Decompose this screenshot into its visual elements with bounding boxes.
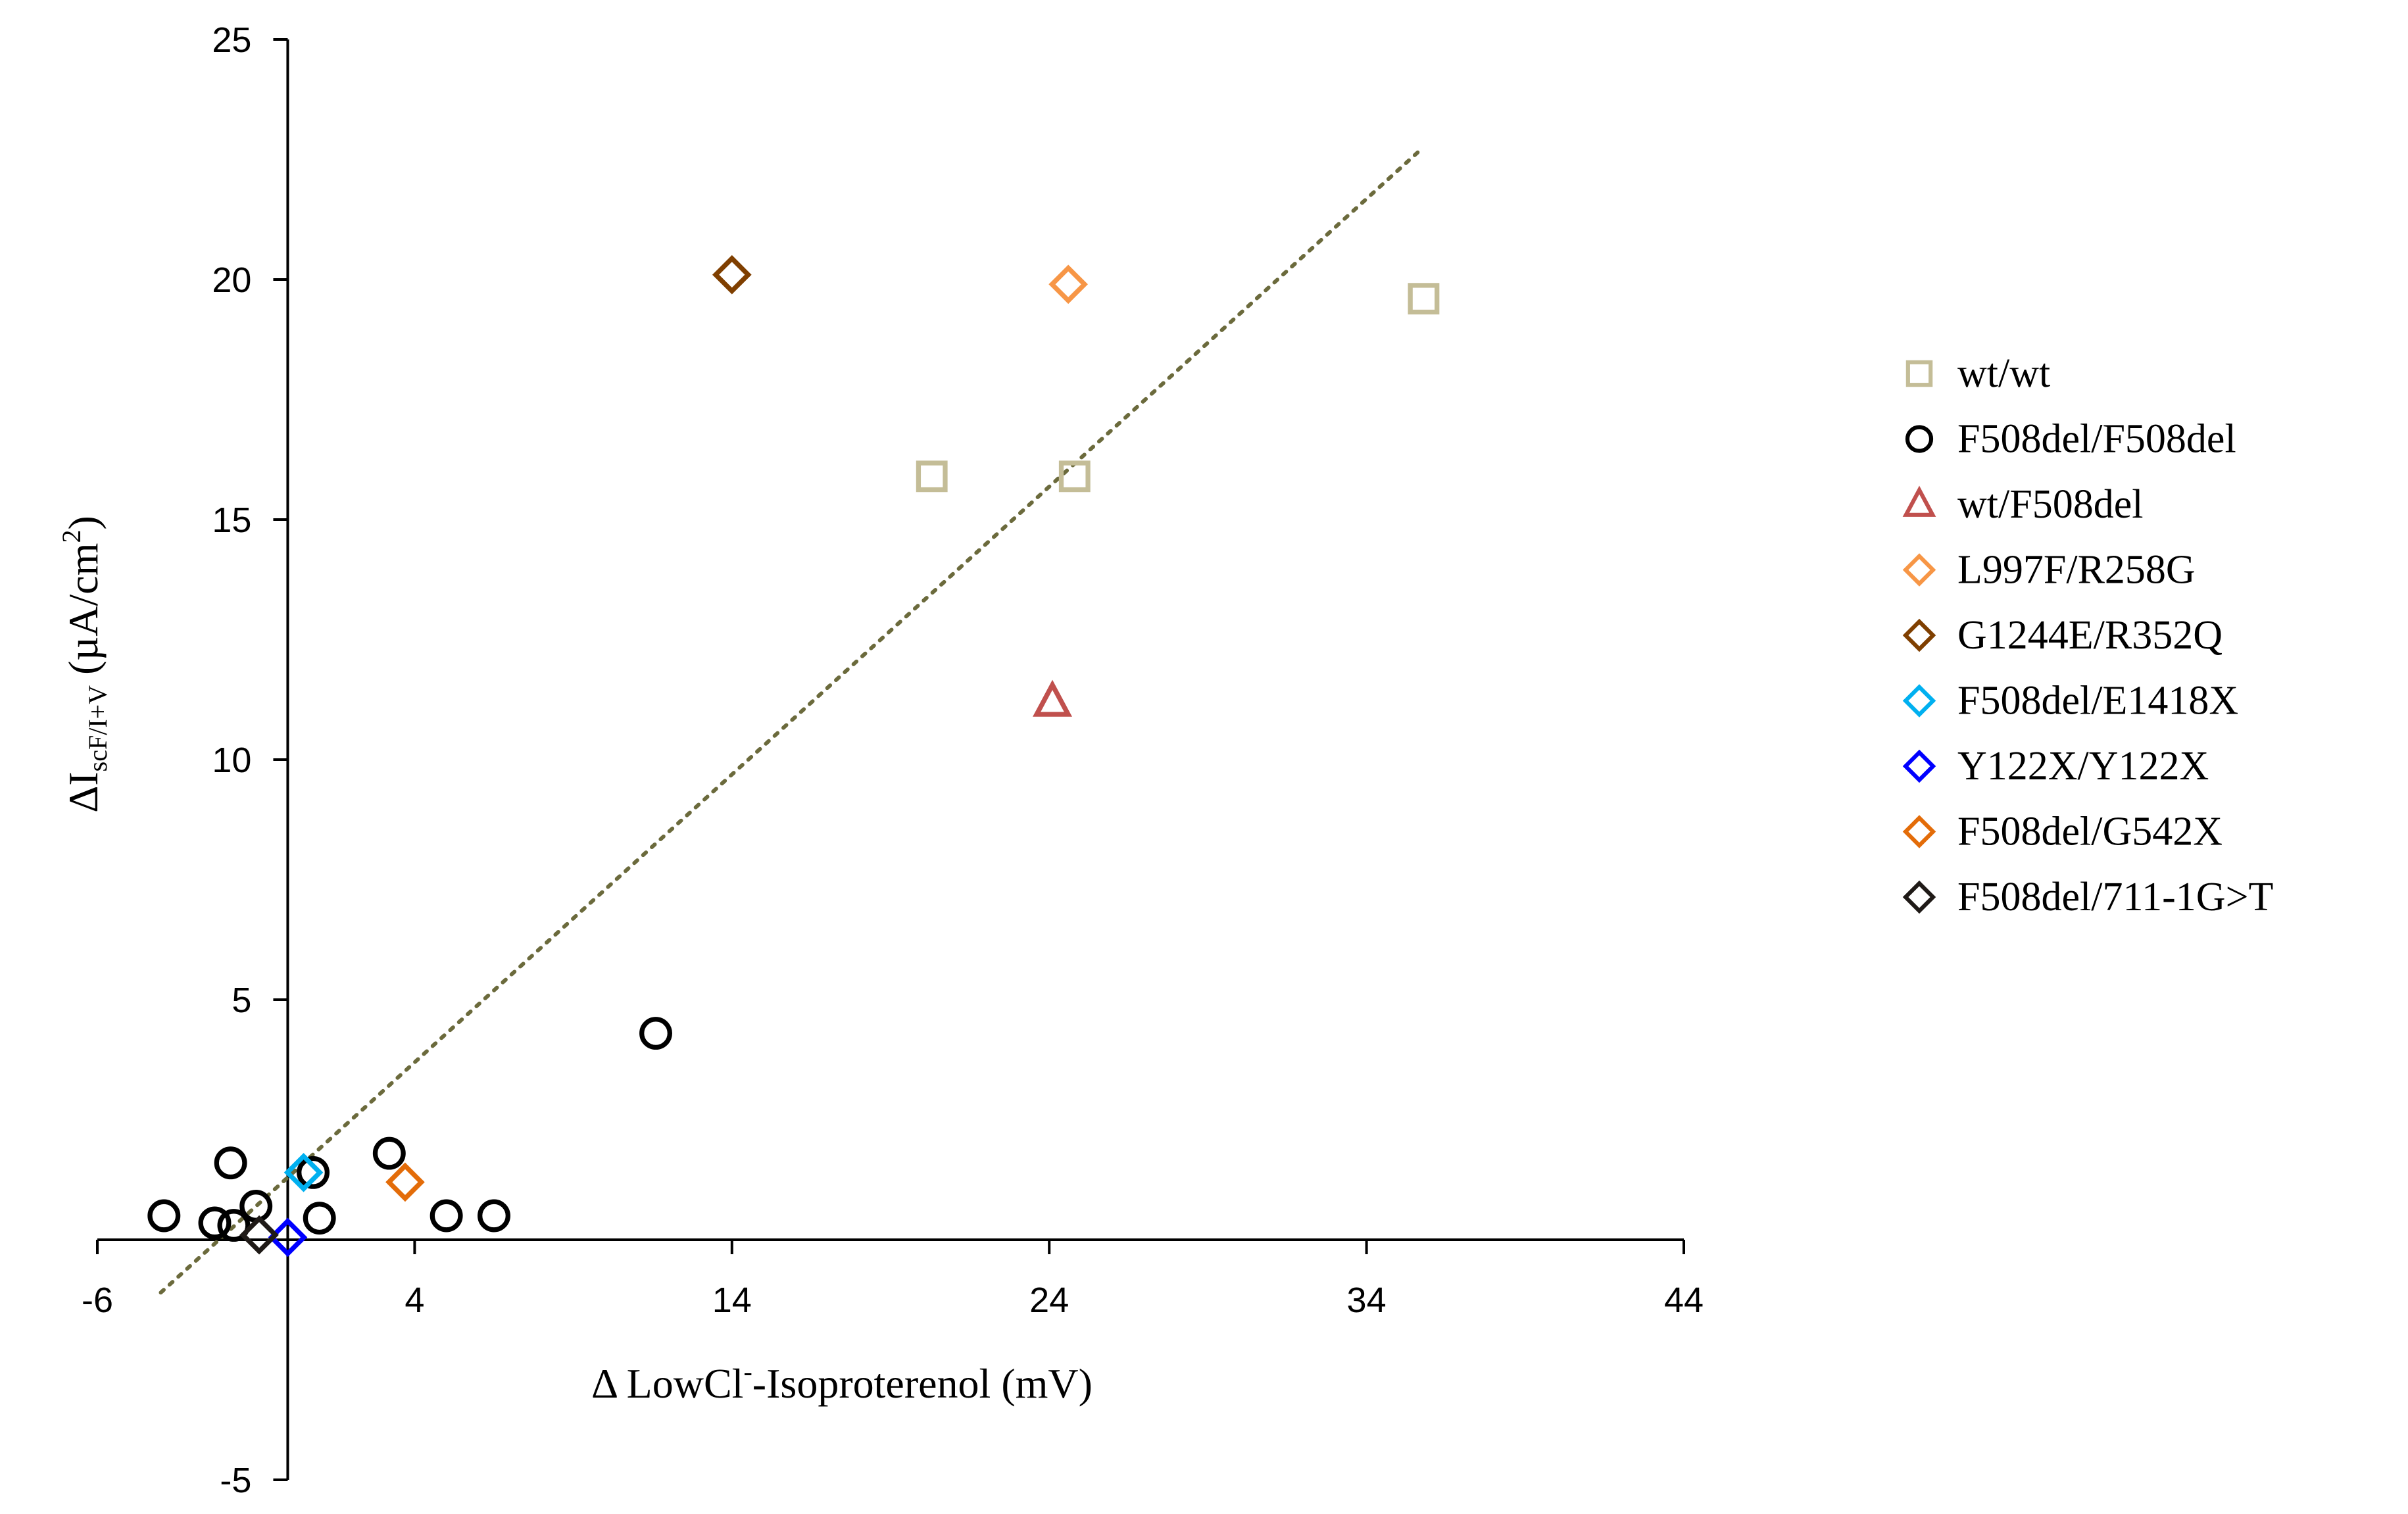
x-tick-label: 44 xyxy=(1664,1281,1704,1320)
data-points xyxy=(147,255,1440,1258)
data-point xyxy=(385,1162,425,1202)
x-tick-label: -6 xyxy=(82,1281,113,1320)
data-point xyxy=(303,1202,336,1235)
legend-label: L997F/R258G xyxy=(1957,548,2196,593)
legend-marker xyxy=(1905,425,1934,453)
legend: wt/wt F508del/F508del wt/F508del L997F/R258… xyxy=(1902,351,2273,919)
legend-marker xyxy=(1902,880,1936,914)
data-point xyxy=(478,1199,510,1233)
axes: -6 4 14 24 34 44 -5 5 10 15 20 25 xyxy=(82,20,1704,1500)
legend-label: F508del/G542X xyxy=(1957,810,2223,854)
data-point xyxy=(214,1146,247,1180)
y-tick-label: -5 xyxy=(220,1461,251,1500)
data-point xyxy=(372,1136,406,1170)
data-point xyxy=(268,1217,308,1258)
data-point xyxy=(430,1199,463,1233)
legend-marker xyxy=(1902,618,1936,652)
data-point xyxy=(147,1199,181,1233)
y-tick-label: 25 xyxy=(212,20,251,60)
data-point xyxy=(712,255,752,295)
data-point xyxy=(1033,679,1073,717)
legend-label: Y122X/Y122X xyxy=(1957,744,2209,789)
legend-label: wt/F508del xyxy=(1957,482,2143,527)
data-point xyxy=(217,1209,251,1242)
data-point xyxy=(1408,283,1440,315)
data-point xyxy=(916,460,948,493)
y-tick-label: 5 xyxy=(232,981,251,1020)
legend-label: F508del/E1418X xyxy=(1957,679,2238,723)
x-tick-label: 14 xyxy=(712,1281,752,1320)
data-point xyxy=(239,1215,279,1255)
data-point xyxy=(1048,264,1088,305)
legend-label: F508del/F508del xyxy=(1957,417,2236,462)
legend-label: F508del/711-1G>T xyxy=(1957,875,2273,919)
data-point xyxy=(1058,460,1091,493)
data-point xyxy=(283,1152,324,1192)
x-axis-title: Δ LowCl--Isoproterenol (mV) xyxy=(591,1357,1093,1407)
legend-marker xyxy=(1902,815,1936,848)
legend-marker xyxy=(1902,684,1936,718)
data-point xyxy=(198,1206,232,1240)
x-tick-label: 4 xyxy=(405,1281,424,1320)
y-tick-label: 15 xyxy=(212,501,251,540)
x-tick-label: 24 xyxy=(1029,1281,1069,1320)
legend-marker xyxy=(1902,749,1936,783)
legend-marker xyxy=(1902,485,1936,517)
legend-label: wt/wt xyxy=(1957,351,2050,396)
y-axis-title: ΔIscF/I+V (µA/cm2) xyxy=(57,516,112,813)
trendline xyxy=(159,147,1423,1295)
trendline-group xyxy=(159,147,1423,1295)
y-tick-label: 10 xyxy=(212,741,251,780)
data-point xyxy=(297,1156,330,1189)
x-tick-label: 34 xyxy=(1347,1281,1387,1320)
data-point xyxy=(639,1017,672,1050)
legend-marker xyxy=(1902,553,1936,587)
y-tick-label: 20 xyxy=(212,260,251,300)
legend-marker xyxy=(1905,360,1933,387)
legend-label: G1244E/R352Q xyxy=(1957,613,2223,658)
